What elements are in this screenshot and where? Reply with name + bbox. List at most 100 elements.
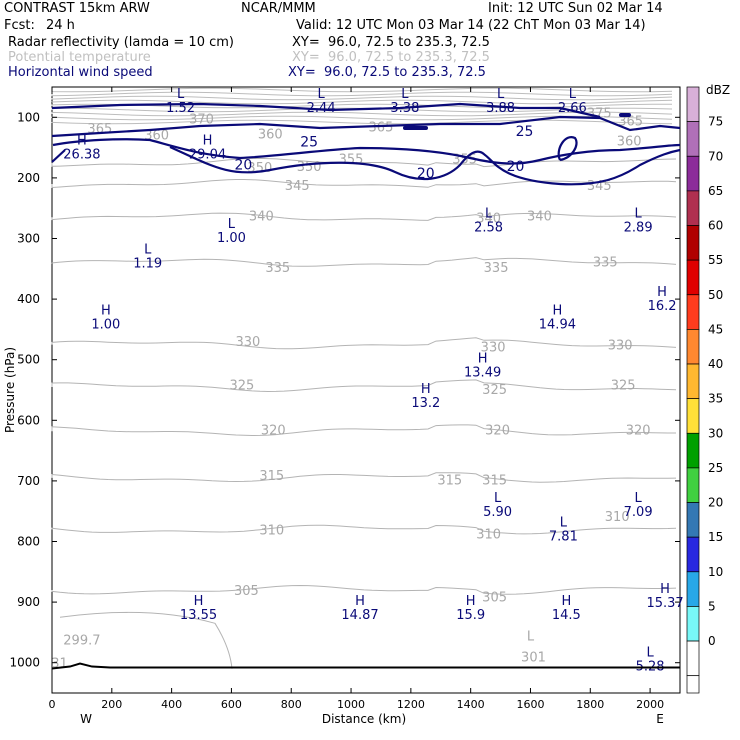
theta-contour-line	[51, 424, 676, 437]
colorbar-level-label: 75	[708, 115, 723, 129]
extremum-marker: L	[497, 87, 505, 102]
theta-label: 320	[626, 423, 651, 438]
theta-contour-line	[51, 212, 677, 221]
theta-label: 335	[593, 256, 618, 271]
theta-contour-line	[51, 337, 677, 350]
wind-contour-line	[51, 102, 601, 119]
theta-contour-line	[51, 584, 677, 595]
layer-theta-xy: XY= 96.0, 72.5 to 235.3, 72.5	[292, 50, 490, 65]
colorbar-swatch	[686, 190, 700, 226]
colorbar-level-label: 65	[708, 184, 723, 198]
colorbar-swatch	[686, 294, 700, 330]
extremum-value: 2.44	[307, 101, 336, 116]
extremum-marker: L	[318, 87, 326, 102]
extremum-value: 5.90	[483, 505, 512, 520]
extremum-value: 1.00	[217, 231, 246, 246]
theta-contour-upper	[51, 111, 673, 117]
extremum-marker: L	[401, 87, 409, 102]
layer-reflectivity-label: Radar reflectivity (lamda = 10 cm)	[8, 35, 234, 50]
theta-label: 340	[527, 209, 552, 224]
colorbar-swatch	[686, 640, 700, 677]
theta-label: 330	[481, 340, 506, 355]
colorbar-level-label: 30	[708, 426, 723, 440]
extremum-marker: L	[635, 206, 643, 221]
theta-contour-upper	[51, 119, 673, 125]
extremum-marker: L	[144, 243, 152, 258]
extremum-marker: H	[421, 382, 431, 397]
extremum-marker: L	[560, 515, 568, 530]
wind-max-core	[619, 113, 631, 117]
x-end-label-west: W	[80, 712, 92, 726]
colorbar-unit: dBZ	[706, 83, 730, 97]
wind-contour-label: 25	[516, 124, 534, 140]
colorbar-swatch	[686, 155, 700, 192]
extremum-marker: L	[569, 87, 577, 102]
theta-label: 330	[608, 339, 633, 354]
wind-contour-label: 25	[300, 135, 318, 151]
theta-label: L	[527, 629, 535, 644]
theta-label: 365	[369, 120, 394, 135]
model-title: CONTRAST 15km ARW	[4, 1, 150, 16]
theta-label: 315	[437, 474, 462, 489]
theta-label: 310	[605, 510, 630, 525]
extremum-marker: H	[466, 594, 476, 609]
extremum-marker: H	[77, 134, 87, 149]
theta-label: 340	[249, 209, 274, 224]
wind-contour-line	[557, 136, 578, 162]
colorbar-swatch	[686, 398, 700, 434]
theta-label: 310	[259, 523, 284, 538]
colorbar-swatch	[686, 259, 700, 296]
theta-label: 365	[618, 114, 643, 129]
colorbar-level-label: 15	[708, 530, 723, 544]
extremum-marker: L	[494, 491, 502, 506]
colorbar-level-label: 10	[708, 565, 723, 579]
wind-contour-line	[169, 145, 681, 186]
theta-contour-upper	[51, 99, 673, 105]
colorbar-level-label: 50	[708, 288, 723, 302]
x-tick-label: 2000	[636, 698, 664, 711]
x-tick-label: 800	[281, 698, 302, 711]
colorbar-swatch	[686, 225, 700, 261]
wind-contour-label: 20	[417, 166, 435, 182]
x-tick-label: 1800	[576, 698, 604, 711]
theta-label: 365	[87, 122, 112, 137]
theta-contour-upper	[51, 87, 673, 93]
theta-contour-line	[51, 257, 677, 267]
colorbar-level-label: 40	[708, 357, 723, 371]
y-axis-title: Pressure (hPa)	[3, 347, 17, 433]
extremum-value: 16.2	[648, 299, 677, 314]
theta-contour-line	[51, 472, 677, 483]
extremum-value: 15.9	[456, 608, 485, 623]
theta-label: 315	[259, 469, 284, 484]
extremum-value: 1.19	[133, 257, 162, 272]
extremum-marker: H	[660, 582, 670, 597]
extremum-marker: H	[194, 594, 204, 609]
extremum-marker: H	[355, 594, 365, 609]
wind-contour-line	[52, 138, 681, 165]
extremum-value: 14.94	[539, 317, 576, 332]
extremum-value: 2.66	[558, 101, 587, 116]
extremum-value: 3.88	[486, 101, 515, 116]
colorbar-level-label: 0	[708, 634, 716, 648]
extremum-marker: L	[635, 491, 643, 506]
colorbar-swatch	[686, 432, 700, 469]
init-time: Init: 12 UTC Sun 02 Mar 14	[488, 1, 663, 16]
extremum-value: 13.49	[464, 366, 501, 381]
extremum-marker: H	[101, 303, 111, 318]
wind-contour-line	[51, 149, 66, 163]
extremum-marker: H	[657, 285, 667, 300]
extremum-marker: H	[561, 594, 571, 609]
extremum-value: 2.89	[624, 220, 653, 235]
colorbar-swatch	[686, 502, 700, 538]
x-tick-label: 1000	[337, 698, 365, 711]
theta-contour-upper	[51, 91, 673, 97]
layer-wind-xy: XY= 96.0, 72.5 to 235.3, 72.5	[288, 65, 486, 80]
theta-label: 355	[339, 153, 364, 168]
y-tick-label: 800	[17, 535, 40, 549]
theta-label: 320	[485, 423, 510, 438]
theta-label: 305	[482, 591, 507, 606]
colorbar-swatch	[686, 329, 700, 365]
theta-label: 330	[235, 335, 260, 350]
colorbar-level-label: 5	[708, 599, 716, 613]
extremum-value: 13.2	[411, 396, 440, 411]
